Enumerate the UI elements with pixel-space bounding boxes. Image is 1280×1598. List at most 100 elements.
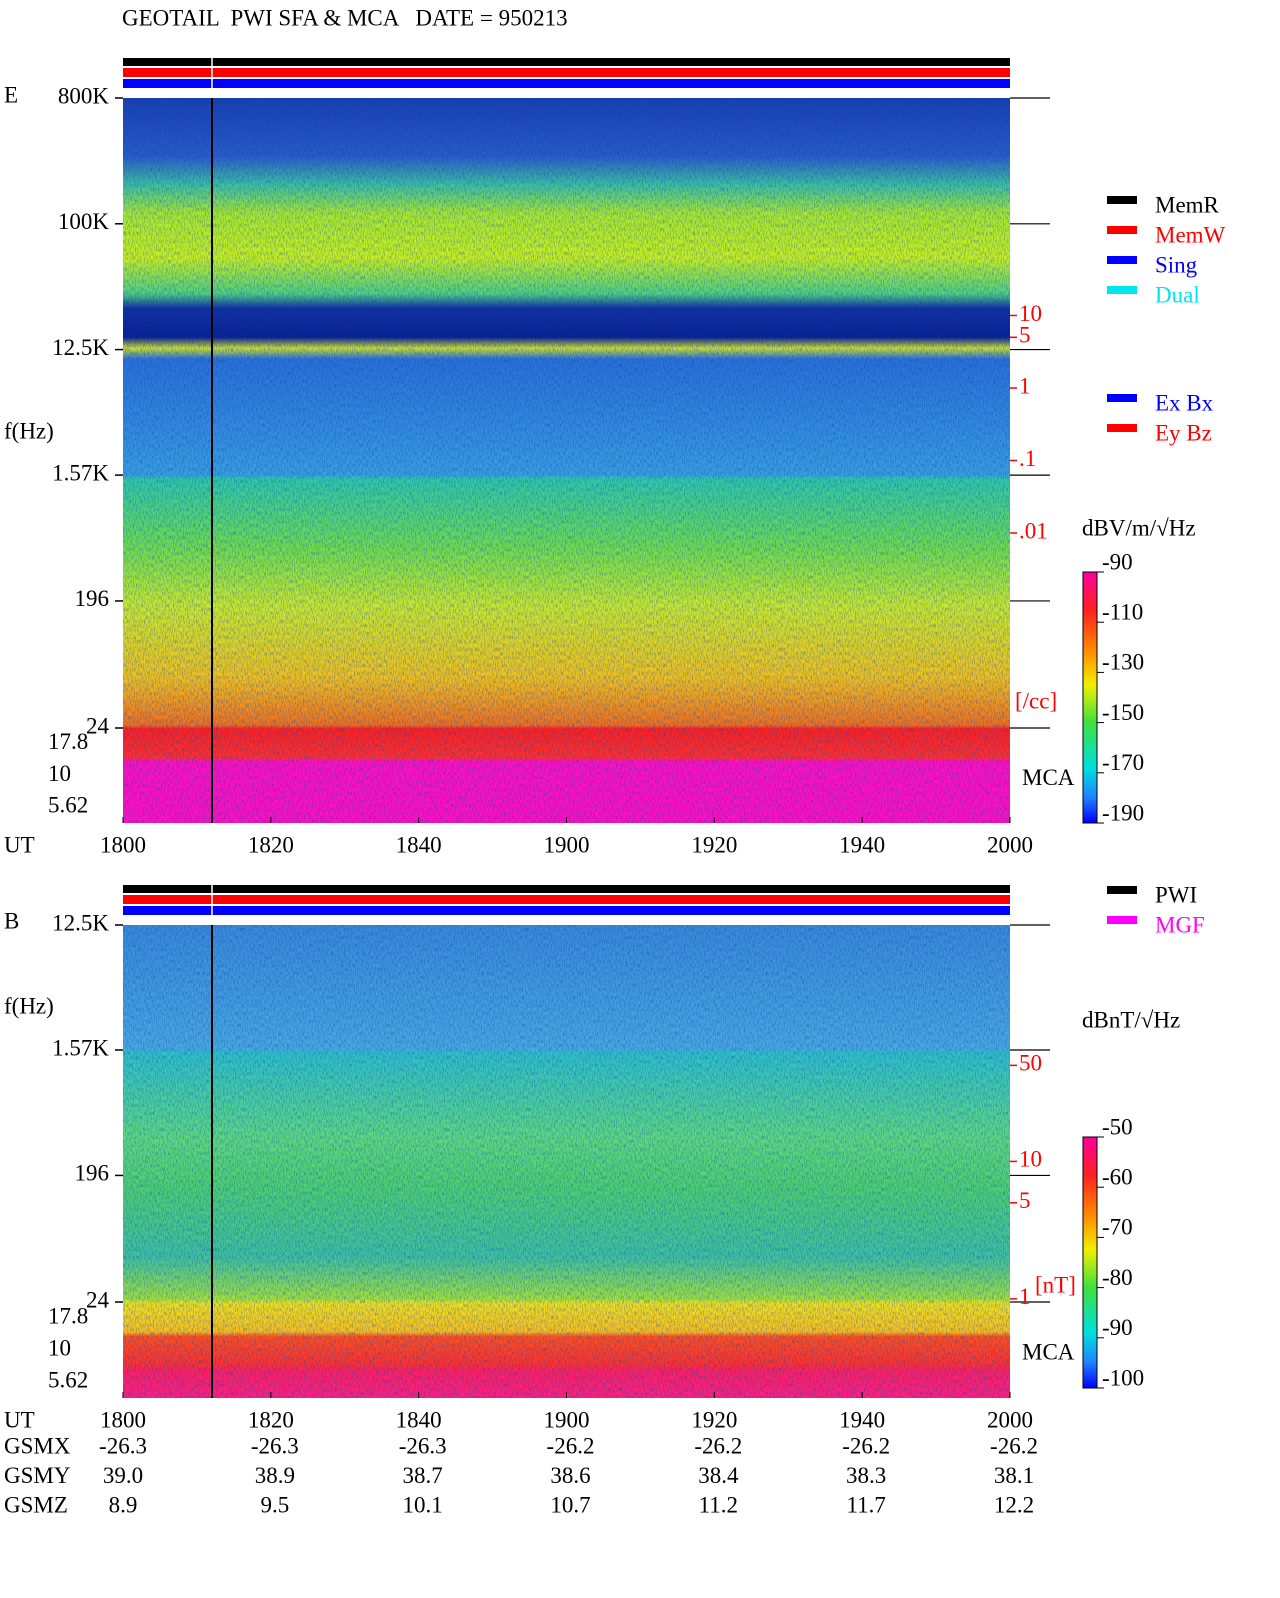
x-tick-label: 1800 [100,832,146,857]
orbit-row-label: GSMY [4,1463,71,1488]
y2-tick-label: 1 [1019,373,1031,398]
x-tick-label: 1900 [544,1407,590,1432]
mca-tick-label: 5.62 [48,792,88,817]
orbit-row-label: GSMZ [4,1492,68,1517]
legend-label: PWI [1155,882,1197,907]
x-tick-label: 1920 [691,832,737,857]
y-axis-label: f(Hz) [4,418,54,443]
colorbar-tick-label: -110 [1102,599,1143,624]
legend-swatch [1107,196,1137,204]
orbit-value: 38.3 [846,1463,886,1488]
y-tick-label: 800K [58,83,110,108]
mca-label: MCA [1022,1339,1075,1364]
orbit-value: -26.2 [694,1433,742,1458]
colorbar-tick-label: -130 [1102,650,1144,675]
colorbar-tick-label: -170 [1102,750,1144,775]
y2-tick-label: .01 [1019,518,1048,543]
x-tick-label: 2000 [987,1407,1033,1432]
status-bar [123,58,1010,66]
orbit-value: -26.3 [251,1433,299,1458]
orbit-value: -26.3 [399,1433,447,1458]
status-bar [123,79,1010,88]
x-axis-label: UT [4,1407,35,1432]
legend-swatch [1107,394,1137,402]
spectrogram-texture [123,98,1010,823]
y2-tick-label: 10 [1019,1147,1042,1172]
orbit-value: 11.2 [699,1492,738,1517]
colorbar [1082,1136,1098,1389]
y2-tick-label: 1 [1019,1284,1031,1309]
legend-label: MemR [1155,192,1220,217]
legend-swatch [1107,226,1137,234]
mca-tick-label: 17.8 [48,1303,88,1328]
orbit-value: 38.4 [698,1463,739,1488]
mca-tick-label: 10 [48,761,71,786]
panel-label: E [4,82,18,107]
colorbar-label: dBnT/√Hz [1082,1007,1180,1032]
y-tick-label: 12.5K [52,910,109,935]
spectrogram-texture [123,925,1010,1398]
mca-tick-label: 5.62 [48,1367,88,1392]
y-tick-label: 24 [86,713,110,738]
y-tick-label: 1.57K [52,460,109,485]
mca-label: MCA [1022,765,1075,790]
y2-tick-label: 5 [1019,1188,1031,1213]
orbit-value: -26.2 [990,1433,1038,1458]
x-axis-label: UT [4,832,35,857]
colorbar-tick-label: -90 [1102,1315,1133,1340]
y-axis-label: f(Hz) [4,993,54,1018]
colorbar-tick-label: -70 [1102,1215,1133,1240]
y2-tick-label: 5 [1019,323,1031,348]
y2-unit: [nT] [1035,1272,1076,1297]
y2-unit: [/cc] [1015,688,1057,713]
colorbar [1082,571,1098,824]
x-tick-label: 1900 [544,832,590,857]
orbit-value: 38.1 [994,1463,1034,1488]
y-tick-label: 24 [86,1287,110,1312]
x-tick-label: 1920 [691,1407,737,1432]
colorbar-tick-label: -150 [1102,700,1144,725]
legend-label: Dual [1155,282,1200,307]
legend-label: MGF [1155,912,1205,937]
legend-label: Ey Bz [1155,420,1212,445]
legend-label: MemW [1155,222,1226,247]
orbit-row-label: GSMX [4,1433,71,1458]
y-tick-label: 196 [75,586,110,611]
orbit-value: 39.0 [103,1463,143,1488]
orbit-value: 10.7 [550,1492,590,1517]
colorbar-tick-label: -90 [1102,549,1133,574]
orbit-value: 12.2 [994,1492,1034,1517]
colorbar-tick-label: -60 [1102,1164,1133,1189]
orbit-value: -26.2 [842,1433,890,1458]
status-bar [123,68,1010,77]
legend-swatch [1107,886,1137,894]
status-bar [123,906,1010,915]
x-tick-label: 2000 [987,832,1033,857]
y-tick-label: 1.57K [52,1035,109,1060]
orbit-value: 38.9 [255,1463,295,1488]
x-tick-label: 1940 [839,1407,885,1432]
colorbar-tick-label: -50 [1102,1114,1133,1139]
orbit-value: 9.5 [260,1492,289,1517]
y2-tick-label: 50 [1019,1051,1042,1076]
colorbar-tick-label: -190 [1102,800,1144,825]
colorbar-tick-label: -80 [1102,1265,1133,1290]
x-tick-label: 1820 [248,832,294,857]
x-tick-label: 1940 [839,832,885,857]
legend-swatch [1107,916,1137,924]
title: GEOTAIL PWI SFA & MCA DATE = 950213 [122,5,568,30]
mca-tick-label: 10 [48,1335,71,1360]
status-bar [123,895,1010,904]
legend-swatch [1107,286,1137,294]
y-tick-label: 12.5K [52,335,109,360]
legend-label: Ex Bx [1155,390,1214,415]
panel-label: B [4,908,19,933]
x-tick-label: 1800 [100,1407,146,1432]
orbit-value: 38.6 [550,1463,590,1488]
colorbar-label: dBV/m/√Hz [1082,515,1196,540]
y2-tick-label: 10 [1019,301,1042,326]
legend-label: Sing [1155,252,1198,277]
orbit-value: 10.1 [403,1492,443,1517]
